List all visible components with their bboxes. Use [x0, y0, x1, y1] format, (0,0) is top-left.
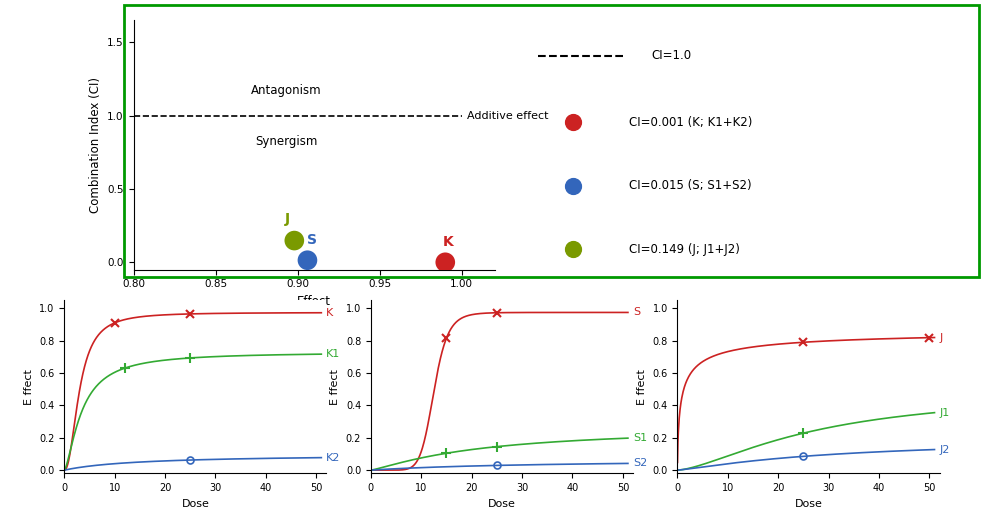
Text: J1: J1 [940, 408, 949, 418]
Point [287, 237, 303, 245]
Text: CI=0.149 (J; J1+J2): CI=0.149 (J; J1+J2) [629, 243, 740, 256]
Text: J2: J2 [940, 445, 949, 455]
X-axis label: Dose: Dose [794, 499, 823, 508]
Text: S: S [633, 307, 640, 318]
Text: CI=0.001 (K; K1+K2): CI=0.001 (K; K1+K2) [629, 116, 753, 129]
X-axis label: Dose: Dose [181, 499, 210, 508]
Text: Additive effect: Additive effect [467, 111, 548, 121]
Point [300, 256, 315, 264]
Text: Synergism: Synergism [255, 135, 317, 148]
Text: S: S [308, 233, 317, 247]
Text: CI=0.015 (S; S1+S2): CI=0.015 (S; S1+S2) [629, 179, 752, 192]
Y-axis label: E ffect: E ffect [24, 369, 34, 405]
Text: J: J [285, 212, 291, 226]
Y-axis label: E ffect: E ffect [330, 369, 340, 405]
Text: Antagonism: Antagonism [251, 83, 321, 97]
Text: J: J [940, 332, 943, 343]
Text: CI=1.0: CI=1.0 [651, 49, 691, 63]
Point [565, 245, 581, 253]
Text: K: K [443, 235, 454, 249]
Y-axis label: E ffect: E ffect [637, 369, 647, 405]
Text: K2: K2 [326, 453, 341, 463]
Point [437, 258, 453, 266]
Point [565, 182, 581, 190]
Text: K1: K1 [326, 349, 340, 359]
X-axis label: Effect: Effect [297, 295, 331, 308]
Text: S1: S1 [633, 433, 647, 443]
Y-axis label: Combination Index (CI): Combination Index (CI) [89, 77, 102, 213]
Text: K: K [326, 308, 333, 318]
Point [565, 118, 581, 126]
Text: S2: S2 [633, 459, 647, 468]
X-axis label: Dose: Dose [488, 499, 516, 508]
